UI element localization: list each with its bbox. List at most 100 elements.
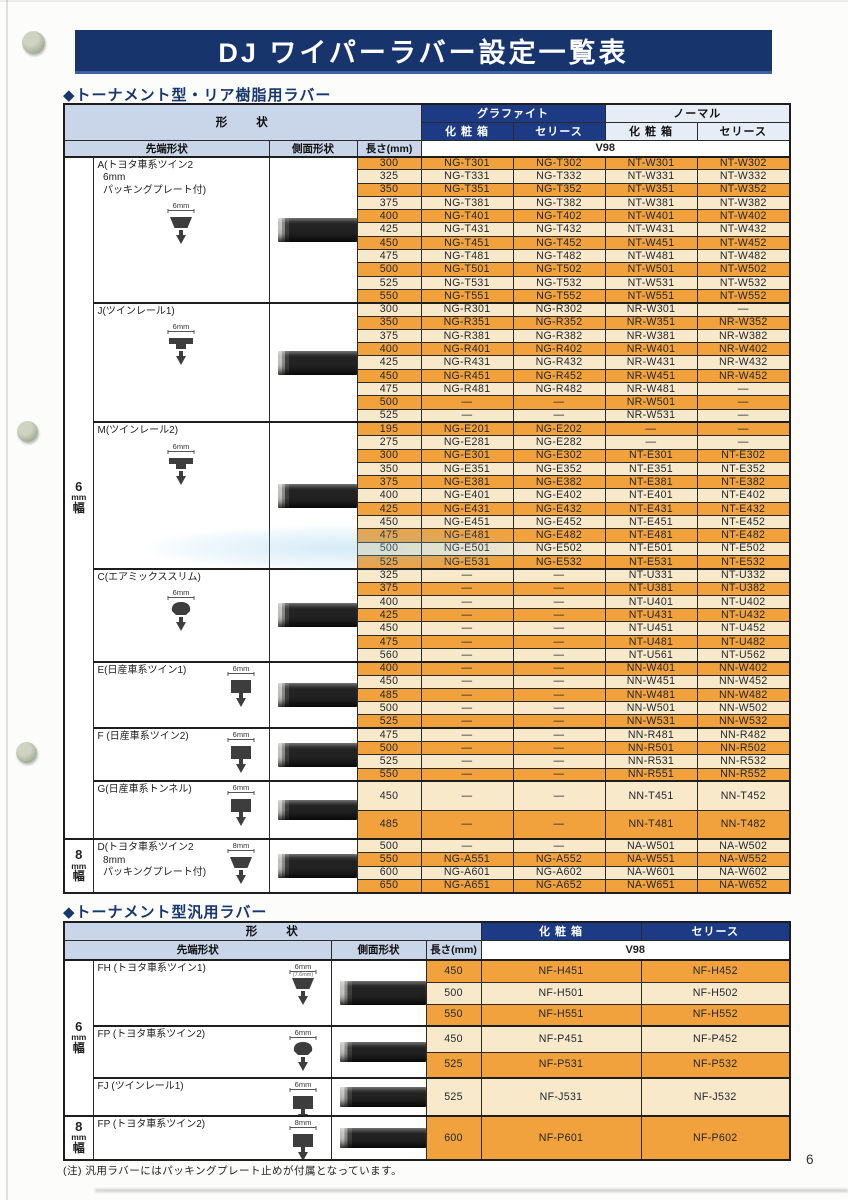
- part-number-cell: NG-E502: [512, 541, 606, 556]
- part-number-cell: NT-E382: [696, 475, 791, 490]
- part-number-cell: NG-A602: [512, 865, 606, 880]
- part-number-cell: NR-W501: [604, 395, 698, 410]
- part-number-cell: NT-W451: [604, 235, 698, 251]
- length-cell: 525: [356, 554, 422, 570]
- box-header: 化 粧 箱: [420, 121, 514, 141]
- part-number-cell: NT-U382: [696, 581, 791, 596]
- part-number-cell: —: [420, 687, 514, 703]
- part-number-cell: NN-W482: [696, 687, 791, 703]
- side-shape-cell: [268, 660, 358, 729]
- part-number-cell: —: [512, 408, 606, 423]
- tip-section-icon: 6mm: [167, 322, 195, 366]
- table-row: 450 NG-R451 NG-R452 NR-W451 NR-W452: [64, 368, 791, 384]
- section-title-rear-resin: ◆トーナメント型・リア樹脂用ラバー: [63, 87, 332, 104]
- length-cell: 350: [356, 182, 422, 197]
- width-band-label: 8 mm 幅: [63, 838, 94, 894]
- part-number-cell: NT-E502: [696, 541, 791, 556]
- part-number-cell: —: [420, 660, 514, 676]
- length-cell: 300: [356, 155, 422, 171]
- page-number: 6: [806, 1152, 814, 1167]
- tip-section-icon: 6mm: [289, 1080, 316, 1115]
- side-profile-photo: [277, 483, 356, 508]
- length-cell: 525: [425, 1051, 482, 1079]
- length-cell: 400: [356, 660, 422, 676]
- part-number-cell: NT-E351: [604, 461, 698, 477]
- side-profile-photo: [339, 1042, 425, 1062]
- group-label: D(トヨタ車系ツイン2 8mm パッキングプレート付): [97, 842, 207, 879]
- length-cell: 475: [356, 634, 422, 649]
- side-shape-cell: [268, 301, 358, 423]
- part-number-cell: NT-U482: [696, 634, 791, 649]
- part-number-cell: NN-R531: [604, 754, 698, 769]
- part-number-cell: —: [420, 395, 514, 410]
- tip-shape-cell: G(日産車系トンネル) 6mm: [92, 780, 270, 840]
- side-shape-cell: [268, 155, 358, 304]
- part-number-cell: NG-A552: [512, 852, 606, 867]
- part-number-cell: NN-W402: [696, 660, 791, 676]
- length-cell: 560: [356, 647, 422, 663]
- part-number-cell: —: [420, 408, 514, 423]
- length-cell: 400: [356, 342, 422, 357]
- part-number-cell: NG-T501: [420, 262, 514, 277]
- length-header: 長さ(mm): [425, 939, 482, 961]
- tip-section-icon: 6mm: [167, 588, 195, 632]
- part-number-cell: NG-E451: [420, 515, 514, 530]
- normal-header: ノーマル: [604, 103, 791, 123]
- length-cell: 475: [356, 528, 422, 543]
- part-number-cell: NT-E531: [604, 554, 698, 570]
- table-row: 425 NG-E431 NG-E432 NT-E431 NT-E432: [64, 501, 791, 517]
- part-number-cell: NG-R352: [512, 315, 606, 330]
- svg-text:6mm: 6mm: [173, 588, 190, 597]
- part-number-cell: NG-R402: [512, 342, 606, 357]
- part-number-cell: NT-W532: [696, 275, 791, 290]
- tip-shape-cell: E(日産車系ツイン1) 6mm: [92, 660, 270, 729]
- part-number-cell: NG-R482: [512, 382, 606, 397]
- header-row: 化 粧 箱セリース化 粧 箱セリース: [64, 121, 791, 141]
- part-number-cell: NT-E532: [696, 554, 791, 570]
- part-number-cell: —: [420, 634, 514, 649]
- part-number-cell: NT-E352: [696, 461, 791, 477]
- group-label: A(トヨタ車系ツイン2 6mm パッキングプレート付): [97, 159, 207, 196]
- part-number-cell: NG-R452: [512, 368, 606, 384]
- part-number-cell: —: [512, 838, 606, 854]
- table-row: 650 NG-A651 NG-A652 NA-W651 NA-W652: [64, 878, 791, 894]
- group-label: F (日産車系ツイン2): [97, 731, 189, 743]
- series-header: セリース: [640, 921, 791, 941]
- tip-shape-cell: C(エアミックススリム) 6mm: [92, 567, 270, 663]
- part-number-cell: NA-W552: [696, 852, 791, 867]
- part-number-cell: —: [420, 621, 514, 636]
- part-number-cell: —: [512, 674, 606, 689]
- tip-section-icon: 6mm: [167, 201, 195, 244]
- part-number-cell: NR-W351: [604, 315, 698, 330]
- part-number-cell: NG-A601: [420, 865, 514, 880]
- part-number-cell: NT-W402: [696, 209, 791, 224]
- group-label: FP (トヨタ車系ツイン2): [97, 1029, 206, 1040]
- part-number-cell: NT-W502: [696, 262, 791, 277]
- side-profile-photo: [277, 603, 356, 628]
- width-band-label: 6 mm 幅: [63, 959, 94, 1117]
- length-cell: 450: [425, 959, 482, 983]
- svg-text:8mm: 8mm: [232, 841, 249, 850]
- tip-shape-cell: J(ツインレール1) 6mm: [92, 301, 270, 423]
- part-number-cell: NG-E351: [420, 461, 514, 477]
- part-number-cell: —: [420, 754, 514, 769]
- tip-section-icon: 6mm(7.6mm): [289, 962, 316, 1005]
- part-number-cell: NN-W401: [604, 660, 698, 676]
- tip-shape-header: 先端形状: [63, 139, 270, 157]
- length-cell: 350: [356, 315, 422, 330]
- part-number-cell: NN-T481: [604, 809, 698, 840]
- length-cell: 475: [356, 249, 422, 264]
- part-number-cell: —: [512, 647, 606, 663]
- length-cell: 500: [356, 838, 422, 854]
- part-number-cell: —: [420, 701, 514, 716]
- part-number-cell: NG-E532: [512, 554, 606, 570]
- table-row: 6 mm 幅 A(トヨタ車系ツイン2 6mm パッキングプレート付) 6mm 300 NG-…: [63, 155, 791, 840]
- part-number-cell: NG-T451: [420, 235, 514, 251]
- length-cell: 485: [356, 687, 422, 703]
- part-number-cell: NT-E501: [604, 541, 698, 556]
- table-row: G(日産車系トンネル) 6mm 450— — NN-T451 NN-T452: [64, 780, 791, 840]
- part-number-cell: NN-T452: [696, 780, 791, 811]
- group-label: FP (トヨタ車系ツイン2): [97, 1119, 206, 1130]
- table-row: 550 NF-H551 NF-H552: [64, 1003, 791, 1027]
